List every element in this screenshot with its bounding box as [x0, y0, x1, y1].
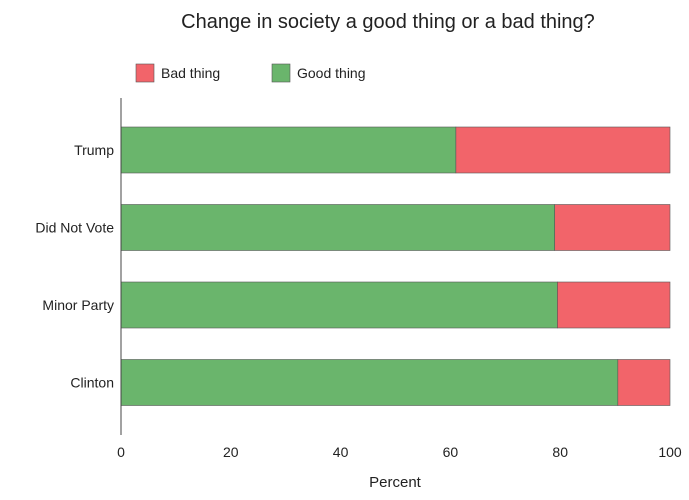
legend-item: Good thing	[271, 63, 366, 83]
bar-good-1	[120, 204, 556, 251]
legend-swatch	[135, 63, 155, 83]
x-tick-label: 0	[117, 444, 125, 460]
bars-layer	[120, 126, 671, 406]
y-axis-labels: Trump Did Not Vote Minor Party Clinton	[35, 142, 114, 391]
bar-bad-1	[554, 204, 671, 251]
y-tick-label: Clinton	[70, 375, 114, 391]
bar-good-3	[120, 359, 619, 406]
x-axis-label: Percent	[369, 474, 422, 491]
chart-title: Change in society a good thing or a bad …	[181, 11, 595, 33]
bar-good-2	[120, 281, 558, 329]
legend: Bad thing Good thing	[135, 63, 366, 83]
x-axis-ticks: 0 20 40 60 80 100	[117, 444, 682, 460]
x-tick-label: 80	[552, 444, 568, 460]
bar-bad-0	[455, 126, 671, 174]
y-tick-label: Did Not Vote	[35, 220, 114, 236]
y-tick-label: Minor Party	[42, 297, 114, 313]
bar-bad-2	[557, 281, 671, 329]
x-tick-label: 40	[333, 444, 349, 460]
legend-label: Good thing	[297, 65, 366, 81]
bar-good-0	[120, 126, 457, 174]
legend-item: Bad thing	[135, 63, 220, 83]
y-tick-label: Trump	[74, 142, 114, 158]
x-tick-label: 60	[443, 444, 459, 460]
x-tick-label: 20	[223, 444, 239, 460]
legend-swatch	[271, 63, 291, 83]
bar-bad-3	[617, 359, 671, 406]
legend-label: Bad thing	[161, 65, 220, 81]
x-tick-label: 100	[658, 444, 682, 460]
